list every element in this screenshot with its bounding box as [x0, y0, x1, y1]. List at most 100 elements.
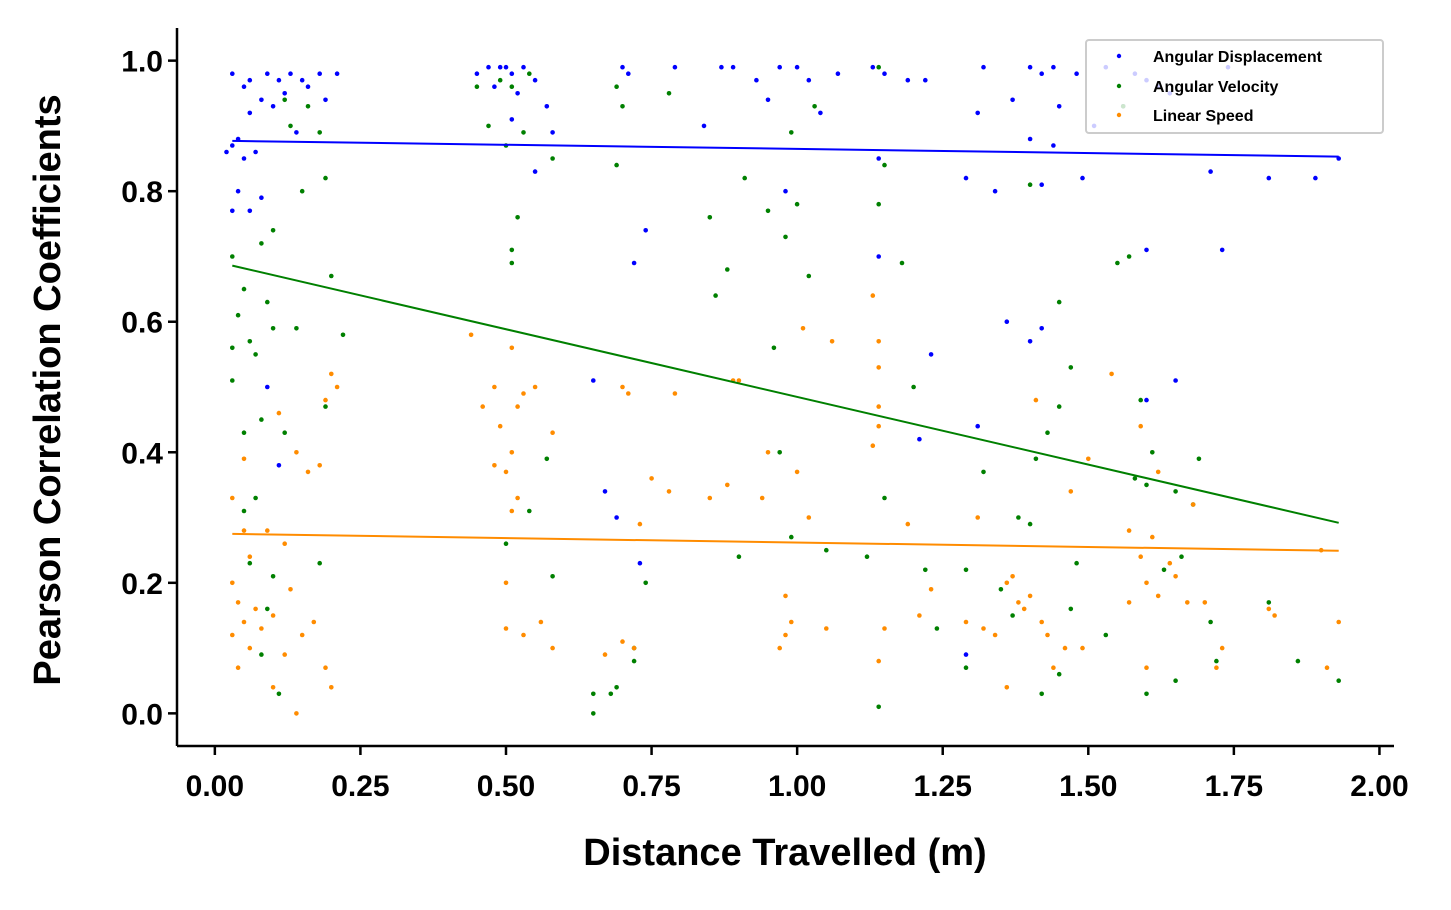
- point-angular-displacement-73: [975, 110, 980, 116]
- point-linear-speed-30: [468, 332, 474, 338]
- point-angular-velocity-46: [550, 574, 555, 579]
- point-angular-velocity-25: [317, 130, 323, 135]
- point-angular-velocity-49: [608, 691, 614, 697]
- x-tick-label-6: 1.50: [1059, 770, 1117, 803]
- point-linear-speed-60: [736, 378, 742, 383]
- point-angular-displacement-30: [509, 71, 515, 76]
- point-linear-speed-33: [497, 423, 503, 429]
- point-angular-velocity-72: [824, 547, 829, 553]
- point-angular-velocity-27: [340, 332, 346, 338]
- point-linear-speed-72: [777, 645, 782, 651]
- point-linear-speed-20: [311, 619, 317, 625]
- point-linear-speed-96: [1045, 632, 1050, 638]
- point-angular-displacement-63: [923, 77, 928, 83]
- point-angular-displacement-68: [981, 64, 986, 70]
- point-angular-velocity-56: [614, 162, 619, 168]
- point-angular-displacement-64: [876, 156, 881, 161]
- point-angular-velocity-20: [259, 652, 264, 657]
- point-angular-displacement-15: [317, 71, 323, 76]
- point-angular-velocity-79: [876, 704, 881, 710]
- point-angular-velocity-113: [1208, 619, 1213, 625]
- point-linear-speed-75: [876, 365, 881, 370]
- point-angular-velocity-32: [474, 84, 480, 89]
- point-linear-speed-107: [1144, 580, 1149, 586]
- point-linear-speed-45: [538, 619, 544, 625]
- point-linear-speed-10: [259, 626, 264, 631]
- point-angular-displacement-24: [224, 149, 229, 155]
- point-angular-displacement-98: [1027, 339, 1033, 344]
- point-linear-speed-119: [1324, 665, 1330, 670]
- point-linear-speed-58: [707, 495, 713, 501]
- point-linear-speed-14: [282, 541, 288, 546]
- point-angular-velocity-34: [509, 84, 515, 89]
- legend-label-angular-velocity: Angular Velocity: [1153, 79, 1278, 96]
- point-angular-velocity-33: [497, 77, 503, 83]
- point-linear-speed-92: [1021, 606, 1027, 612]
- point-linear-speed-90: [1004, 685, 1010, 690]
- point-angular-displacement-87: [1080, 175, 1085, 181]
- point-angular-velocity-64: [794, 201, 800, 207]
- point-angular-displacement-19: [305, 84, 311, 89]
- x-tick-label-7: 1.75: [1205, 770, 1263, 803]
- point-linear-speed-120: [1336, 619, 1341, 625]
- point-angular-velocity-99: [1039, 691, 1044, 697]
- point-linear-speed-26: [329, 685, 334, 690]
- point-angular-displacement-41: [626, 71, 631, 76]
- point-linear-speed-82: [917, 613, 922, 618]
- point-linear-speed-5: [241, 619, 247, 625]
- point-linear-speed-106: [1138, 423, 1143, 429]
- point-angular-displacement-9: [259, 195, 264, 200]
- point-angular-displacement-58: [614, 515, 619, 520]
- point-angular-displacement-6: [253, 149, 258, 155]
- point-angular-velocity-76: [899, 260, 905, 266]
- point-angular-velocity-108: [1144, 691, 1149, 697]
- point-angular-velocity-28: [329, 273, 334, 279]
- point-angular-velocity-14: [253, 495, 258, 501]
- point-linear-speed-98: [1062, 645, 1068, 651]
- x-axis-title: Distance Travelled (m): [583, 832, 986, 874]
- point-angular-displacement-95: [1144, 247, 1149, 253]
- point-angular-displacement-60: [870, 64, 876, 70]
- point-linear-speed-0: [230, 495, 235, 501]
- point-angular-displacement-101: [975, 423, 980, 429]
- point-linear-speed-32: [492, 384, 497, 390]
- point-angular-displacement-48: [806, 77, 812, 83]
- point-linear-speed-67: [794, 469, 800, 475]
- point-angular-displacement-32: [474, 71, 480, 76]
- point-angular-displacement-52: [701, 123, 707, 129]
- point-angular-velocity-23: [305, 104, 311, 109]
- point-angular-velocity-105: [1144, 482, 1149, 488]
- x-tick-label-1: 0.25: [331, 770, 389, 803]
- point-angular-velocity-50: [614, 685, 619, 690]
- point-angular-displacement-90: [1266, 175, 1272, 181]
- point-angular-velocity-3: [247, 339, 253, 344]
- point-angular-velocity-5: [253, 352, 258, 357]
- point-linear-speed-97: [1051, 665, 1056, 670]
- legend-marker-angular-displacement: [1116, 53, 1122, 59]
- point-angular-displacement-12: [276, 77, 282, 83]
- point-angular-velocity-40: [509, 247, 515, 253]
- point-angular-displacement-22: [259, 97, 264, 103]
- point-linear-speed-61: [725, 482, 730, 488]
- point-angular-velocity-53: [614, 84, 619, 89]
- point-angular-velocity-45: [503, 541, 509, 546]
- point-angular-displacement-5: [241, 156, 247, 161]
- point-linear-speed-35: [521, 391, 526, 396]
- point-linear-speed-114: [1202, 600, 1208, 605]
- point-linear-speed-103: [1126, 528, 1132, 533]
- point-angular-displacement-50: [765, 97, 771, 103]
- y-tick-label-0: 0.0: [121, 698, 163, 731]
- point-angular-displacement-84: [963, 175, 969, 181]
- point-angular-velocity-85: [963, 665, 969, 670]
- point-angular-displacement-37: [509, 117, 515, 122]
- point-linear-speed-43: [509, 345, 515, 351]
- legend-label-angular-displacement: Angular Displacement: [1153, 49, 1323, 66]
- point-angular-displacement-13: [288, 71, 293, 76]
- point-angular-displacement-61: [882, 71, 887, 76]
- point-linear-speed-21: [317, 463, 323, 468]
- point-angular-displacement-57: [602, 489, 608, 494]
- point-linear-speed-87: [992, 632, 998, 638]
- point-angular-velocity-78: [864, 554, 870, 559]
- point-linear-speed-122: [1190, 502, 1196, 507]
